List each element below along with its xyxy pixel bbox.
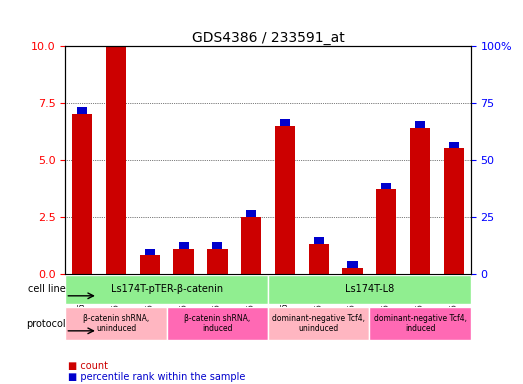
Text: ■ count: ■ count (68, 361, 108, 371)
Bar (111, 39, 121, 46)
Bar (275, 126, 295, 273)
Bar (376, 189, 396, 273)
Bar (145, 248, 155, 255)
FancyBboxPatch shape (65, 275, 268, 304)
Bar (77, 108, 87, 114)
Text: β-catenin shRNA,
induced: β-catenin shRNA, induced (184, 314, 251, 333)
Bar (106, 46, 126, 273)
FancyBboxPatch shape (369, 307, 471, 340)
Bar (347, 261, 358, 268)
Bar (314, 237, 324, 244)
Bar (72, 114, 93, 273)
Bar (381, 182, 391, 189)
Bar (174, 248, 194, 273)
Bar (246, 210, 256, 217)
Text: β-catenin shRNA,
uninduced: β-catenin shRNA, uninduced (83, 314, 149, 333)
Text: ■ percentile rank within the sample: ■ percentile rank within the sample (68, 372, 245, 382)
FancyBboxPatch shape (268, 275, 471, 304)
Bar (207, 248, 228, 273)
Bar (449, 142, 459, 149)
Bar (309, 244, 329, 273)
Bar (241, 217, 262, 273)
FancyBboxPatch shape (65, 307, 167, 340)
Text: cell line: cell line (28, 285, 65, 295)
Bar (212, 242, 222, 248)
Text: dominant-negative Tcf4,
uninduced: dominant-negative Tcf4, uninduced (272, 314, 365, 333)
Bar (410, 128, 430, 273)
Bar (343, 268, 362, 273)
Text: protocol: protocol (26, 319, 65, 329)
Bar (140, 255, 160, 273)
Bar (415, 121, 425, 128)
Bar (444, 149, 464, 273)
Text: dominant-negative Tcf4,
induced: dominant-negative Tcf4, induced (373, 314, 467, 333)
FancyBboxPatch shape (167, 307, 268, 340)
Bar (280, 119, 290, 126)
Text: Ls174T-pTER-β-catenin: Ls174T-pTER-β-catenin (111, 285, 223, 295)
Text: Ls174T-L8: Ls174T-L8 (345, 285, 394, 295)
FancyBboxPatch shape (268, 307, 369, 340)
Title: GDS4386 / 233591_at: GDS4386 / 233591_at (191, 31, 345, 45)
Bar (178, 242, 189, 248)
